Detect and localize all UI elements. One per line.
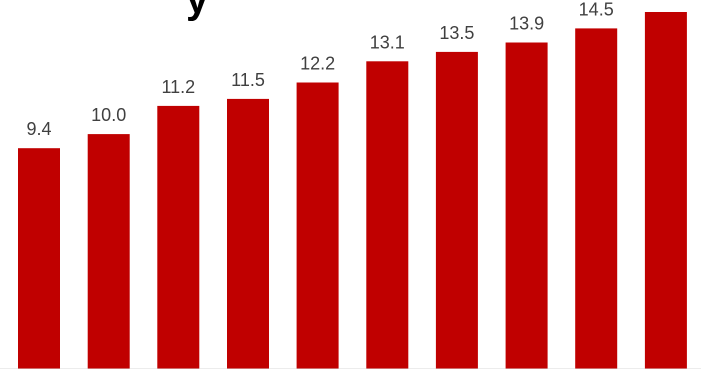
bar-10: [644, 12, 687, 369]
data-label-8: 13.9: [509, 14, 544, 34]
data-label-10: 15.2: [648, 0, 683, 3]
data-label-3: 11.2: [161, 77, 195, 97]
data-label-4: 11.5: [231, 70, 265, 90]
bar-3: [157, 105, 200, 369]
data-label-5: 12.2: [300, 54, 335, 74]
data-label-2: 10.0: [91, 105, 126, 125]
bar-9: [575, 28, 618, 369]
bar-1: [18, 148, 60, 369]
bar-7: [435, 51, 478, 369]
data-label-9: 14.5: [579, 0, 614, 19]
bar-8: [505, 42, 548, 369]
data-label-7: 13.5: [439, 23, 474, 43]
data-label-1: 9.4: [26, 119, 51, 139]
bar-6: [366, 61, 409, 369]
data-labels-group: 9.4 10.0 11.2 11.5 12.2 13.1 13.5 13.9 14.5 15.2: [26, 0, 683, 139]
bar-5: [296, 82, 339, 369]
data-label-6: 13.1: [370, 32, 405, 52]
bar-4: [227, 98, 269, 369]
bar-2: [87, 134, 130, 369]
chart-title-fragment: y: [186, 0, 209, 22]
bars-group: [18, 12, 687, 369]
